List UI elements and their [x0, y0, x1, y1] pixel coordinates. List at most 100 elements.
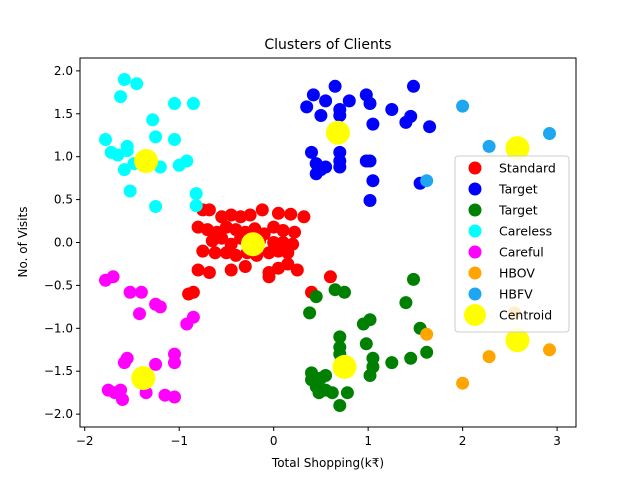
legend-marker-2 — [468, 203, 482, 217]
data-point-s0-41 — [224, 263, 238, 277]
data-point-s1-16 — [305, 145, 318, 159]
data-point-s1-26 — [366, 174, 380, 188]
data-point-s0-5 — [243, 208, 257, 222]
data-point-s6-2 — [543, 127, 556, 140]
data-point-s2-27 — [325, 386, 339, 400]
data-point-s2-15 — [359, 337, 373, 351]
data-point-s6-0 — [456, 99, 470, 113]
legend-label-7: Centroid — [499, 308, 552, 323]
data-point-s1-10 — [385, 103, 399, 116]
data-point-s0-7 — [271, 206, 285, 220]
data-point-s1-1 — [306, 88, 320, 102]
data-point-s3-1 — [130, 77, 144, 91]
y-tick-label-8: 2.0 — [54, 64, 73, 78]
legend-marker-6 — [468, 287, 482, 301]
x-axis-label: Total Shopping(k₹) — [271, 456, 384, 470]
data-point-s1-0 — [300, 100, 314, 114]
legend-label-4: Careful — [499, 245, 544, 260]
x-tick-label-0: −2 — [76, 434, 94, 448]
data-point-s3-0 — [117, 73, 131, 86]
centroid-point-s7-0 — [240, 232, 265, 257]
data-point-s2-23 — [319, 369, 333, 382]
chart-title: Clusters of Clients — [264, 37, 391, 53]
data-point-s1-3 — [328, 79, 342, 93]
data-point-s3-14 — [117, 163, 131, 177]
legend-marker-4 — [468, 245, 482, 259]
data-point-s3-5 — [186, 97, 200, 110]
data-point-s3-12 — [120, 139, 134, 153]
x-tick-label-2: 0 — [270, 434, 278, 448]
data-point-s1-7 — [314, 109, 328, 122]
data-point-s4-3 — [134, 285, 148, 299]
data-point-s2-11 — [385, 356, 399, 370]
data-point-s0-46 — [290, 263, 304, 277]
data-point-s2-3 — [338, 285, 351, 299]
y-tick-label-1: −1.5 — [44, 364, 73, 378]
data-point-s1-5 — [342, 94, 356, 108]
legend-marker-5 — [468, 266, 482, 280]
points-layer — [99, 73, 556, 412]
data-point-s4-20 — [168, 390, 181, 404]
y-tick-label-4: 0.0 — [54, 236, 73, 250]
data-point-s0-39 — [191, 263, 205, 277]
data-point-s1-27 — [363, 194, 377, 207]
data-point-s1-13 — [407, 79, 420, 93]
y-tick-label-0: −2.0 — [44, 407, 73, 421]
data-point-s0-51 — [182, 287, 196, 301]
data-point-s4-13 — [149, 357, 163, 371]
legend-label-2: Target — [498, 203, 538, 218]
data-point-s1-15 — [366, 117, 380, 131]
data-point-s0-45 — [281, 257, 295, 271]
x-tick-label-1: −1 — [170, 434, 188, 448]
data-point-s3-8 — [99, 133, 112, 146]
legend-marker-7 — [464, 304, 486, 326]
data-point-s3-17 — [180, 154, 194, 168]
data-point-s2-16 — [333, 330, 347, 344]
data-point-s0-9 — [297, 210, 311, 224]
y-tick-label-2: −1.0 — [44, 321, 73, 335]
centroid-point-s7-3 — [131, 366, 156, 391]
data-point-s1-14 — [423, 120, 437, 134]
data-point-s0-40 — [202, 266, 216, 279]
legend-label-6: HBFV — [499, 287, 533, 302]
data-point-s2-14 — [363, 369, 377, 382]
data-point-s4-2 — [123, 285, 137, 299]
data-point-s0-6 — [255, 203, 269, 217]
data-point-s3-4 — [168, 97, 181, 110]
data-point-s0-20 — [288, 225, 301, 239]
legend-marker-0 — [468, 161, 482, 175]
data-point-s0-22 — [215, 231, 229, 245]
data-point-s0-1 — [202, 203, 216, 217]
data-point-s3-18 — [123, 184, 137, 198]
data-point-s0-42 — [238, 260, 252, 273]
legend-label-5: HBOV — [499, 266, 535, 281]
data-point-s2-1 — [309, 290, 323, 304]
data-point-s1-25 — [363, 154, 377, 168]
data-point-s2-28 — [340, 386, 354, 400]
data-point-s0-19 — [276, 224, 290, 237]
data-point-s4-1 — [106, 270, 120, 284]
data-point-s4-8 — [186, 310, 200, 324]
data-point-s5-4 — [456, 376, 470, 390]
y-tick-label-7: 1.5 — [54, 107, 73, 121]
data-point-s3-21 — [189, 199, 203, 213]
legend-label-3: Careless — [499, 224, 552, 239]
legend-box — [454, 155, 570, 333]
data-point-s3-19 — [189, 187, 203, 201]
data-point-s1-2 — [319, 94, 333, 108]
data-point-s0-47 — [262, 270, 276, 284]
data-point-s5-1 — [482, 350, 496, 364]
data-point-s5-3 — [543, 343, 556, 357]
data-point-s2-0 — [303, 306, 317, 320]
data-point-s0-48 — [323, 270, 337, 284]
data-point-s6-1 — [482, 139, 496, 153]
data-point-s3-6 — [149, 130, 163, 144]
y-tick-label-3: −0.5 — [44, 278, 73, 292]
data-point-s2-7 — [407, 272, 420, 286]
data-point-s0-30 — [196, 244, 210, 258]
ticks-layer: −2 −1 0 1 2 3 −2.0 −1.5 −1.0 −0.5 0.0 0.5 1.0 1.5 2.0 — [44, 64, 561, 448]
y-tick-label-6: 1.0 — [54, 150, 73, 164]
data-point-s2-6 — [399, 296, 413, 310]
y-tick-label-5: 0.5 — [54, 193, 73, 207]
